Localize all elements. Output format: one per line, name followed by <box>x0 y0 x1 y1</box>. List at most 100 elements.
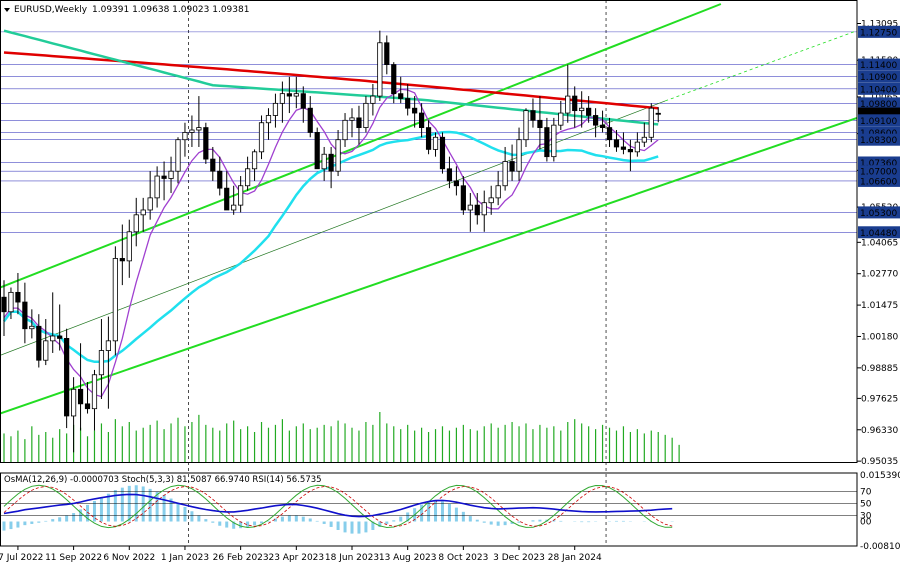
level-box <box>858 25 900 38</box>
candle-body <box>161 175 167 179</box>
candle-body <box>384 42 390 65</box>
candle-body <box>453 180 460 187</box>
ma-red-line <box>3 51 659 110</box>
indicator-tick-label: 50 <box>860 499 872 509</box>
level-box-label: 1.08300 <box>860 136 897 146</box>
candle-body <box>314 132 320 170</box>
candle-body <box>474 204 480 216</box>
candle-body <box>231 204 237 211</box>
candle-body <box>648 107 654 138</box>
channel-lower-line <box>0 116 858 415</box>
candle-body <box>502 161 508 187</box>
time-tick-label: 11 Sep 2022 <box>45 553 102 563</box>
price-tick-label: 1.04065 <box>861 238 898 248</box>
grid-lines <box>188 0 607 546</box>
candle-body <box>467 204 473 211</box>
level-box <box>858 58 900 71</box>
candle-body <box>196 127 202 131</box>
level-box-label: 1.06600 <box>860 177 897 187</box>
level-box <box>858 97 900 110</box>
indicator-tick-label: 0.0153906 <box>860 471 900 481</box>
candle-body <box>217 170 223 189</box>
candle-body <box>98 350 105 376</box>
price-tick-label: 0.96330 <box>861 426 898 436</box>
candle-body <box>286 93 292 97</box>
candle-body <box>544 127 550 158</box>
candle-body <box>586 107 592 116</box>
main-panel-frame <box>0 0 858 463</box>
candle-body <box>168 170 174 179</box>
candle-body <box>439 136 446 170</box>
candle-body <box>22 301 28 330</box>
level-box <box>858 114 900 127</box>
dropdown-triangle-icon <box>4 8 10 12</box>
time-tick-label: 6 Nov 2022 <box>103 553 155 563</box>
indicator-panel <box>0 484 857 534</box>
level-box <box>858 206 900 219</box>
time-tick-label: 18 Jun 2023 <box>325 553 379 563</box>
candles <box>1 30 661 453</box>
candle-body <box>412 107 418 114</box>
time-tick-label: 28 Jan 2024 <box>548 553 602 563</box>
candle-body <box>377 42 383 97</box>
candle-body <box>84 403 91 410</box>
candle-body <box>460 185 466 211</box>
candle-body <box>126 231 132 262</box>
price-tick-label: 0.98885 <box>861 364 898 374</box>
candle-body <box>189 129 195 133</box>
candle-body <box>244 168 251 187</box>
candle-body <box>279 93 286 104</box>
candle-body <box>516 139 522 172</box>
candle-body <box>238 185 244 206</box>
time-tick-label: 1 Jan 2023 <box>161 553 209 563</box>
candle-body <box>558 112 564 126</box>
candle-body <box>147 197 153 211</box>
stoch-signal-line <box>3 486 673 527</box>
candle-body <box>418 112 425 128</box>
candle-body <box>335 139 341 172</box>
candle-body <box>140 209 146 216</box>
time-tick-label: 26 Feb 2023 <box>213 553 269 563</box>
level-box <box>858 165 900 178</box>
level-box-label: 1.10400 <box>860 85 897 95</box>
indicator-tick-label: 00 <box>860 518 872 528</box>
level-box <box>858 70 900 83</box>
candle-body <box>29 325 35 330</box>
level-box-label: 1.04480 <box>860 229 897 239</box>
indicator-header-label: OsMA(12,26,9) -0.0000703 Stoch(5,3,3) 81… <box>4 475 322 485</box>
candle-body <box>119 258 125 262</box>
channel-middle-projection <box>665 30 858 102</box>
indicator-tick-label: 30 <box>860 511 872 521</box>
candle-body <box>537 119 543 128</box>
candle-body <box>342 119 348 141</box>
candle-body <box>356 117 362 128</box>
candle-body <box>77 388 84 405</box>
candle-body <box>425 127 432 150</box>
candle-body <box>328 153 334 172</box>
candle-body <box>293 93 299 97</box>
candle-body <box>1 296 7 313</box>
text-labels: 1.130951.115801.100651.085501.070351.055… <box>0 5 900 563</box>
candle-body <box>307 107 313 133</box>
level-box-label: 1.12750 <box>860 28 897 38</box>
candle-body <box>405 98 411 109</box>
candle-body <box>43 340 49 361</box>
candle-body <box>391 64 397 95</box>
candle-body <box>613 139 620 148</box>
ma-green-line <box>3 29 659 126</box>
chart-symbol-label: EURUSD,Weekly <box>14 5 88 15</box>
candle-body <box>50 335 56 342</box>
level-box-label: 1.05300 <box>860 209 897 219</box>
price-tick-label: 1.01475 <box>861 301 898 311</box>
candle-body <box>182 132 188 141</box>
candle-body <box>488 197 494 204</box>
channel-upper-line <box>0 3 722 289</box>
candle-body <box>71 388 77 417</box>
candle-body <box>64 338 70 417</box>
indicator-tick-label: -0.008104 <box>860 542 900 552</box>
rsi-line <box>3 493 673 518</box>
candle-body <box>572 95 578 112</box>
candle-body <box>530 110 536 121</box>
candle-body <box>565 95 571 114</box>
